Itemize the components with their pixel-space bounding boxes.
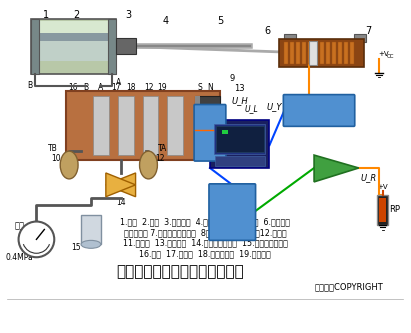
Text: U_L: U_L [245, 104, 259, 113]
Text: 6: 6 [264, 26, 270, 36]
Text: TB: TB [48, 144, 58, 153]
Text: 驱
动
器: 驱 动 器 [207, 118, 212, 148]
Text: 1: 1 [43, 10, 49, 20]
Text: S: S [198, 83, 203, 92]
Bar [344, 42, 348, 64]
Bar [376, 195, 388, 224]
Bar [93, 96, 109, 155]
Text: 气源: 气源 [14, 221, 25, 230]
Text: 10: 10 [51, 154, 61, 163]
Text: +V: +V [377, 184, 388, 190]
Text: 15: 15 [71, 243, 81, 252]
Text: +V: +V [378, 51, 389, 57]
Text: 12: 12 [156, 154, 165, 163]
Bar [118, 96, 134, 155]
Text: 直滑式电位器控制气缸活塞行程: 直滑式电位器控制气缸活塞行程 [116, 265, 244, 280]
Bar [309, 41, 317, 65]
Bar [314, 42, 318, 64]
Text: 16.阀心  17.阀心杆  18.电磁阀壳体  19.永久磁铁: 16.阀心 17.阀心杆 18.电磁阀壳体 19.永久磁铁 [139, 250, 271, 259]
Text: 11: 11 [65, 168, 74, 177]
Text: 11.进气孔  13.电磁线圈  14.电动比例调节阀  15.气源处理三联件: 11.进气孔 13.电磁线圈 14.电动比例调节阀 15.气源处理三联件 [122, 239, 287, 248]
Text: 19: 19 [157, 83, 167, 92]
Bar [167, 96, 183, 155]
Bar [33, 21, 114, 33]
Text: 12: 12 [144, 83, 153, 92]
Text: N: N [207, 83, 213, 92]
Bar [32, 19, 39, 74]
Bar [379, 198, 386, 221]
Text: 18: 18 [126, 83, 135, 92]
Text: 4: 4 [162, 16, 169, 26]
Text: B: B [83, 83, 88, 92]
Text: 东方仿真COPYRIGHT: 东方仿真COPYRIGHT [314, 282, 383, 291]
Text: A: A [98, 83, 104, 92]
Bar [290, 42, 294, 64]
Ellipse shape [81, 240, 101, 248]
Text: 13: 13 [234, 84, 245, 93]
Text: 2: 2 [73, 10, 79, 20]
Polygon shape [106, 173, 136, 197]
Bar [210, 121, 270, 168]
FancyBboxPatch shape [283, 95, 355, 126]
Bar [116, 38, 136, 54]
FancyBboxPatch shape [194, 105, 226, 161]
Bar [33, 33, 114, 41]
Text: 7: 7 [365, 26, 372, 36]
Bar [284, 34, 296, 42]
Text: U_H: U_H [231, 96, 248, 105]
Polygon shape [314, 155, 359, 182]
Text: 16: 16 [68, 83, 78, 92]
Bar [354, 34, 366, 42]
Bar [326, 42, 330, 64]
Text: 14: 14 [116, 198, 125, 207]
Bar [296, 42, 300, 64]
Text: 17: 17 [111, 83, 120, 92]
Bar [81, 214, 101, 244]
Bar [216, 126, 263, 152]
Text: RP: RP [389, 205, 400, 214]
Bar [338, 42, 342, 64]
Ellipse shape [60, 151, 78, 179]
Text: U_Y: U_Y [267, 102, 282, 111]
Bar [33, 41, 114, 61]
Bar [284, 42, 288, 64]
Text: CC: CC [387, 54, 394, 59]
Text: 位器传感器 7.滑动触点（电刷）  8、9.进/出气孔  10、12.消音器: 位器传感器 7.滑动触点（电刷） 8、9.进/出气孔 10、12.消音器 [124, 228, 286, 237]
Text: A: A [116, 78, 121, 87]
Text: TA: TA [158, 144, 167, 153]
Text: 9: 9 [229, 74, 234, 83]
Text: 0.4MPa: 0.4MPa [6, 253, 33, 262]
Bar [302, 42, 306, 64]
Bar [66, 91, 220, 160]
Text: A: A [332, 163, 340, 173]
Bar [350, 42, 354, 64]
Bar [215, 156, 265, 166]
Text: D/A
转换器: D/A 转换器 [224, 202, 240, 222]
Text: B: B [27, 81, 32, 90]
Bar [108, 19, 116, 74]
Circle shape [18, 221, 54, 257]
Bar [222, 130, 228, 134]
Bar [308, 42, 312, 64]
Ellipse shape [140, 151, 157, 179]
Polygon shape [106, 173, 136, 197]
Text: U_R: U_R [360, 173, 377, 182]
Bar [195, 96, 220, 155]
Text: 1.气缸  2.活塞  3.直线轴承  4.气缸推杆  5.电位器滑杆  6.直滑式电: 1.气缸 2.活塞 3.直线轴承 4.气缸推杆 5.电位器滑杆 6.直滑式电 [120, 217, 290, 226]
Text: 5: 5 [217, 16, 223, 26]
Bar [214, 124, 266, 154]
Bar [195, 96, 200, 155]
Text: A/D转换器: A/D转换器 [303, 106, 335, 115]
Bar [320, 42, 324, 64]
Text: 3: 3 [126, 10, 132, 20]
Bar [143, 96, 158, 155]
Bar [332, 42, 336, 64]
Bar [32, 19, 116, 74]
FancyBboxPatch shape [209, 184, 256, 240]
Bar [279, 39, 364, 67]
